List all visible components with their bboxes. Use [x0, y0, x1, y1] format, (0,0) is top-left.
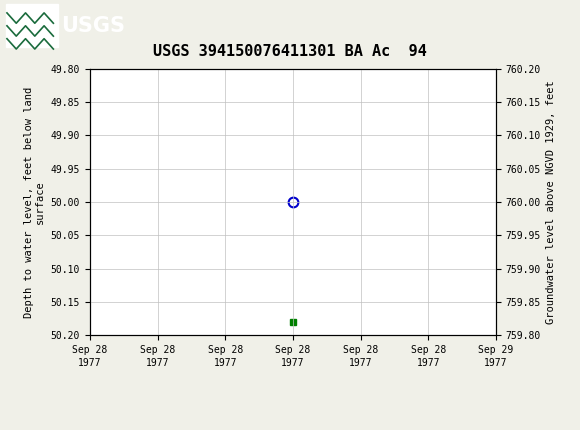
- Text: USGS: USGS: [61, 16, 125, 36]
- Y-axis label: Depth to water level, feet below land
surface: Depth to water level, feet below land su…: [24, 86, 45, 318]
- Y-axis label: Groundwater level above NGVD 1929, feet: Groundwater level above NGVD 1929, feet: [546, 80, 556, 324]
- Bar: [6, 4, 58, 47]
- Text: USGS 394150076411301 BA Ac  94: USGS 394150076411301 BA Ac 94: [153, 44, 427, 59]
